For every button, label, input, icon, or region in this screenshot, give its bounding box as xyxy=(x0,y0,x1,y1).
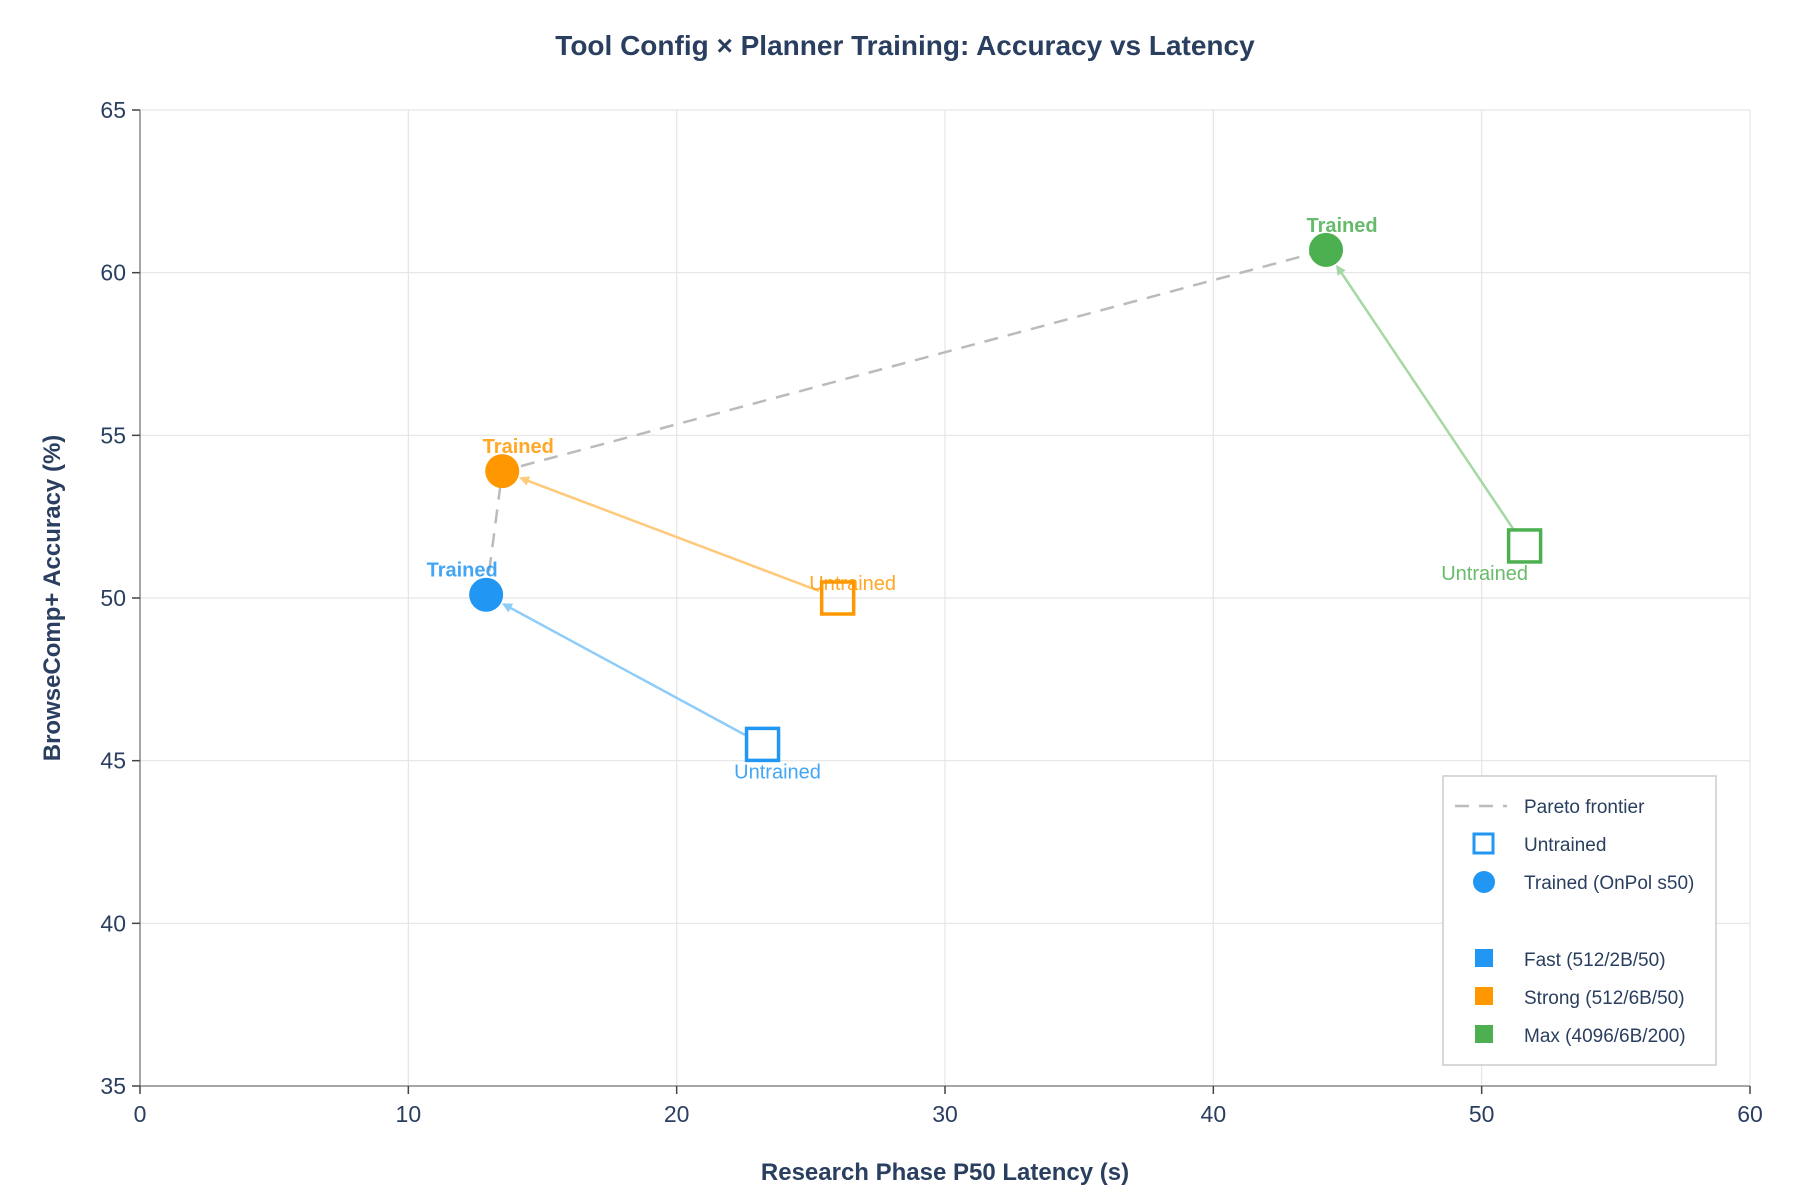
training-arrow xyxy=(1336,264,1515,531)
x-tick-label: 60 xyxy=(1737,1101,1763,1127)
untrained-point xyxy=(744,726,781,763)
legend-strong-label: Strong (512/6B/50) xyxy=(1524,988,1685,1009)
untrained-label: Untrained xyxy=(809,573,896,595)
y-tick-label: 45 xyxy=(100,748,126,774)
y-tick-label: 65 xyxy=(100,97,126,123)
y-tick-label: 50 xyxy=(100,585,126,611)
x-tick-label: 10 xyxy=(396,1101,422,1127)
x-tick-label: 40 xyxy=(1201,1101,1227,1127)
axes: 0 10 20 30 40 50 60 35 40 45 50 55 60 65 xyxy=(100,97,1762,1127)
training-arrow xyxy=(519,476,820,593)
x-tick-label: 30 xyxy=(932,1101,958,1127)
trained-label: Trained xyxy=(483,436,554,458)
grid-lines xyxy=(140,109,1751,1086)
x-axis-title: Research Phase P50 Latency (s) xyxy=(761,1159,1129,1186)
y-tick-label: 40 xyxy=(100,910,126,936)
legend-max-label: Max (4096/6B/200) xyxy=(1524,1026,1686,1047)
point-labels: Untrained Trained Untrained Trained Untraine… xyxy=(427,215,1528,784)
trained-point xyxy=(485,454,520,489)
training-arrow xyxy=(501,603,746,736)
training-arrows xyxy=(501,264,1515,736)
trained-point xyxy=(469,577,504,612)
legend: Pareto frontier Untrained Trained (OnPol… xyxy=(1442,775,1717,1066)
y-tick-label: 55 xyxy=(100,422,126,448)
legend-box xyxy=(1442,775,1717,1066)
legend-strong-swatch xyxy=(1475,987,1493,1005)
x-tick-label: 50 xyxy=(1469,1101,1495,1127)
untrained-label: Untrained xyxy=(1441,563,1528,585)
untrained-point xyxy=(1506,528,1543,564)
legend-fast-swatch xyxy=(1475,949,1493,967)
y-tick-label: 35 xyxy=(100,1073,126,1099)
trained-point xyxy=(1309,232,1344,267)
data-points xyxy=(469,232,1543,763)
legend-untrained-swatch xyxy=(1472,832,1495,855)
legend-max-swatch xyxy=(1475,1025,1493,1043)
untrained-label: Untrained xyxy=(734,761,821,783)
y-tick-label: 60 xyxy=(100,260,126,286)
pareto-frontier xyxy=(484,248,1327,595)
legend-fast-label: Fast (512/2B/50) xyxy=(1524,950,1666,971)
legend-pareto-label: Pareto frontier xyxy=(1524,797,1645,818)
untrained-point xyxy=(819,580,856,616)
x-tick-label: 20 xyxy=(664,1101,690,1127)
legend-trained-swatch xyxy=(1473,871,1495,893)
pareto-frontier-line xyxy=(484,248,1327,595)
legend-untrained-label: Untrained xyxy=(1524,835,1606,856)
x-tick-label: 0 xyxy=(134,1101,147,1127)
y-axis-title: BrowseComp+ Accuracy (%) xyxy=(39,435,66,762)
chart-title: Tool Config × Planner Training: Accuracy… xyxy=(555,30,1255,61)
trained-label: Trained xyxy=(1306,215,1377,237)
trained-label: Trained xyxy=(427,560,498,582)
legend-trained-label: Trained (OnPol s50) xyxy=(1524,873,1694,894)
